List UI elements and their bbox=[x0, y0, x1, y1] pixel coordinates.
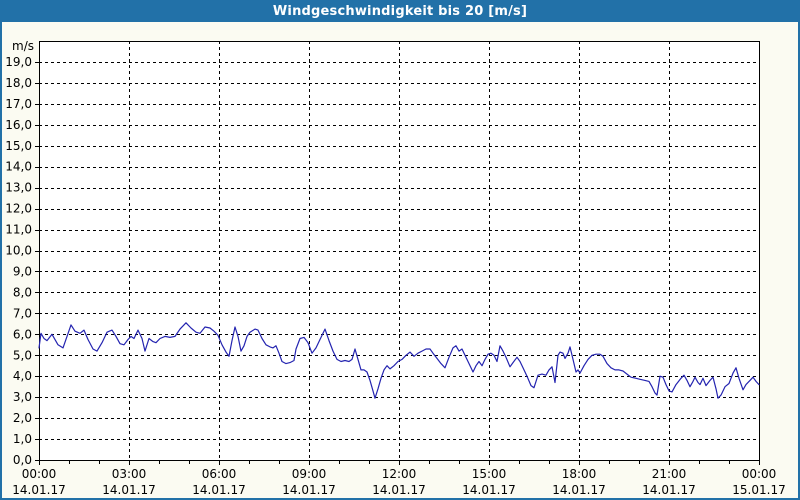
x-axis-date-label: 14.01.17 bbox=[552, 483, 605, 497]
y-axis-unit-label: m/s bbox=[12, 39, 34, 53]
y-axis-label: 17,0 bbox=[5, 97, 32, 111]
x-axis-time-label: 15:00 bbox=[472, 467, 507, 481]
y-axis-label: 7,0 bbox=[13, 306, 32, 320]
x-axis-date-label: 14.01.17 bbox=[372, 483, 425, 497]
y-axis-label: 16,0 bbox=[5, 118, 32, 132]
x-axis-date-label: 14.01.17 bbox=[12, 483, 65, 497]
y-axis-label: 5,0 bbox=[13, 348, 32, 362]
chart-title: Windgeschwindigkeit bis 20 [m/s] bbox=[272, 4, 528, 19]
y-axis-label: 19,0 bbox=[5, 55, 32, 69]
y-axis-label: 1,0 bbox=[13, 432, 32, 446]
x-axis-date-label: 14.01.17 bbox=[642, 483, 695, 497]
y-axis-label: 18,0 bbox=[5, 76, 32, 90]
y-axis-label: 12,0 bbox=[5, 202, 32, 216]
x-axis-date-label: 14.01.17 bbox=[282, 483, 335, 497]
y-axis-label: 15,0 bbox=[5, 139, 32, 153]
x-axis-time-label: 21:00 bbox=[652, 467, 687, 481]
y-axis-label: 2,0 bbox=[13, 411, 32, 425]
x-axis-time-label: 18:00 bbox=[562, 467, 597, 481]
x-axis-time-label: 03:00 bbox=[112, 467, 147, 481]
y-axis-label: 14,0 bbox=[5, 160, 32, 174]
y-axis-label: 0,0 bbox=[13, 453, 32, 467]
x-axis-date-label: 14.01.17 bbox=[192, 483, 245, 497]
y-axis-label: 13,0 bbox=[5, 181, 32, 195]
x-axis-date-label: 14.01.17 bbox=[102, 483, 155, 497]
x-axis-time-label: 00:00 bbox=[742, 467, 777, 481]
y-axis-label: 9,0 bbox=[13, 264, 32, 278]
y-axis-label: 8,0 bbox=[13, 285, 32, 299]
y-axis-label: 6,0 bbox=[13, 327, 32, 341]
y-axis-label: 3,0 bbox=[13, 390, 32, 404]
x-axis-date-label: 15.01.17 bbox=[732, 483, 785, 497]
wind-speed-line bbox=[38, 322, 760, 399]
x-axis-time-label: 00:00 bbox=[22, 467, 57, 481]
y-axis-label: 10,0 bbox=[5, 244, 32, 258]
x-axis-time-label: 06:00 bbox=[202, 467, 237, 481]
x-axis-time-label: 12:00 bbox=[382, 467, 417, 481]
y-axis-label: 11,0 bbox=[5, 223, 32, 237]
chart-title-bar: Windgeschwindigkeit bis 20 [m/s] bbox=[2, 2, 798, 22]
x-axis-date-label: 14.01.17 bbox=[462, 483, 515, 497]
y-axis-label: 4,0 bbox=[13, 369, 32, 383]
x-axis-time-label: 09:00 bbox=[292, 467, 327, 481]
